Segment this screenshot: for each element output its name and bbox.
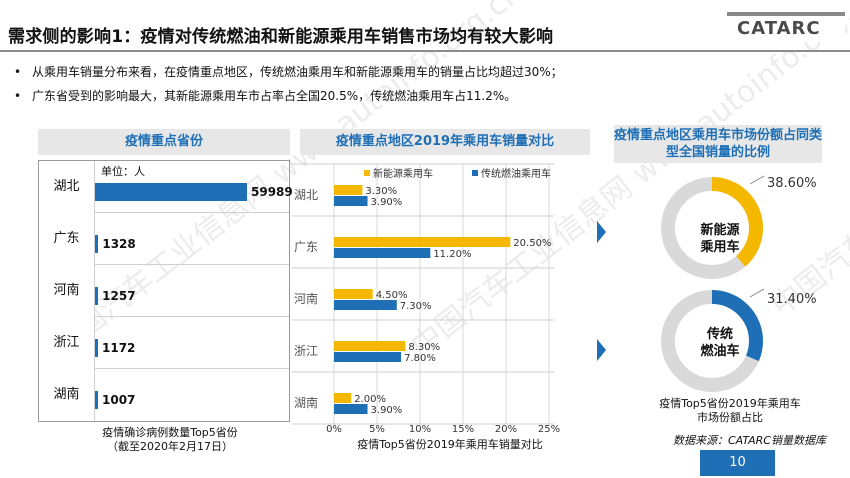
caption-line: 市场份额占比 <box>697 411 763 424</box>
caption-line: （截至2020年2月17日） <box>107 440 233 453</box>
province-label: 河南 <box>39 265 95 317</box>
cases-row: 湖南 1007 <box>39 369 289 421</box>
cases-value-label: 1007 <box>102 393 136 407</box>
bar-fuel <box>334 196 368 206</box>
province-label: 浙江 <box>39 317 95 369</box>
province-label: 湖北 <box>294 187 318 202</box>
cases-value-label: 1172 <box>102 341 136 355</box>
unit-label: 单位：人 <box>101 165 145 178</box>
share-chart-caption: 疫情Top5省份2019年乘用车 市场份额占比 <box>640 397 820 425</box>
market-share-donuts <box>661 175 765 392</box>
arrow-right-icon <box>597 339 606 361</box>
cases-bar <box>95 287 99 305</box>
arrow-right-icon <box>597 221 606 243</box>
donut-label-fuel: 传统 燃油车 <box>690 326 750 360</box>
bar-value-label: 20.50% <box>513 238 551 249</box>
bar-value-label: 3.90% <box>371 197 403 208</box>
cases-chart-caption: 疫情确诊病例数量Top5省份 （截至2020年2月17日） <box>60 426 280 454</box>
cases-value-label: 1328 <box>102 237 136 251</box>
province-label: 广东 <box>294 240 318 254</box>
x-tick-label: 10% <box>409 424 431 435</box>
cases-row: 浙江 1172 <box>39 317 289 369</box>
cases-bar <box>95 391 98 409</box>
bar-fuel <box>334 300 397 310</box>
bar-value-label: 7.30% <box>400 301 432 312</box>
header-sales-comparison: 疫情重点地区2019年乘用车销量对比 <box>300 129 590 155</box>
bullet-mark: • <box>14 65 22 79</box>
cases-bar <box>95 183 247 201</box>
x-tick-label: 25% <box>538 424 560 435</box>
bullet-text: 从乘用车销量分布来看，在疫情重点地区，传统燃油乘用车和新能源乘用车的销量占比均超… <box>32 65 563 79</box>
x-tick-label: 20% <box>495 424 517 435</box>
cases-row: 广东 1328 <box>39 213 289 265</box>
bullet-mark: • <box>14 89 22 103</box>
cases-row: 河南 1257 <box>39 265 289 317</box>
bar-fuel <box>334 248 431 258</box>
bullet-text: 广东省受到的影响最大，其新能源乘用车市占率占全国20.5%，传统燃油乘用车占11… <box>32 89 517 103</box>
x-tick-label: 0% <box>326 424 342 435</box>
cases-row: 湖北 59989 <box>39 161 293 213</box>
cases-value-label: 1257 <box>102 289 136 303</box>
header-market-share: 疫情重点地区乘用车市场份额占同类型全国销量的比例 <box>614 125 822 163</box>
bar-fuel <box>334 404 368 414</box>
cases-bar <box>95 339 98 357</box>
leader-line <box>749 175 765 185</box>
catarc-logo: CATARC <box>727 12 845 42</box>
sales-chart-caption: 疫情Top5省份2019年乘用车销量对比 <box>357 438 543 451</box>
cases-bar <box>95 235 99 253</box>
bar-value-label: 3.30% <box>365 186 397 197</box>
bullet-list: • 从乘用车销量分布来看，在疫情重点地区，传统燃油乘用车和新能源乘用车的销量占比均… <box>14 64 563 112</box>
bar-value-label: 4.50% <box>376 290 408 301</box>
bar-value-label: 8.30% <box>408 342 440 353</box>
bar-new-energy <box>334 341 406 351</box>
title-rule <box>0 50 850 52</box>
data-source: 数据来源：CATARC销量数据库 <box>673 434 826 447</box>
province-label: 广东 <box>39 213 95 265</box>
bar-new-energy <box>334 393 352 403</box>
bar-value-label: 11.20% <box>433 249 471 260</box>
label-line: 新能源 <box>700 223 740 238</box>
leader-line <box>749 288 765 298</box>
bar-new-energy <box>334 237 511 247</box>
legend-swatch <box>364 170 370 176</box>
label-line: 乘用车 <box>700 240 740 255</box>
province-label: 湖南 <box>39 369 95 421</box>
legend-label: 新能源乘用车 <box>373 167 433 180</box>
bullet-item: • 从乘用车销量分布来看，在疫情重点地区，传统燃油乘用车和新能源乘用车的销量占比均… <box>14 64 563 88</box>
page-number: 10 <box>700 450 775 476</box>
bar-new-energy <box>334 289 373 299</box>
donut-slice <box>661 177 763 279</box>
slide-title: 需求侧的影响1：疫情对传统燃油和新能源乘用车销售市场均有较大影响 <box>8 27 554 47</box>
cases-bar-chart: 湖北 59989 广东 1328 河南 1257 浙江 1172 湖南 1007 <box>38 160 293 422</box>
header-key-provinces: 疫情重点省份 <box>38 129 290 155</box>
x-tick-label: 5% <box>369 424 385 435</box>
legend-label: 传统燃油乘用车 <box>481 167 551 180</box>
bar-value-label: 3.90% <box>371 405 403 416</box>
province-label: 湖北 <box>39 161 95 213</box>
donut-value-new-energy: 38.60% <box>767 176 817 191</box>
label-line: 燃油车 <box>700 344 740 359</box>
bar-new-energy <box>334 185 363 195</box>
bullet-item: • 广东省受到的影响最大，其新能源乘用车市占率占全国20.5%，传统燃油乘用车占1… <box>14 88 563 112</box>
province-label: 河南 <box>294 291 318 306</box>
x-tick-label: 15% <box>452 424 474 435</box>
bar-fuel <box>334 352 402 362</box>
donut-value-fuel: 31.40% <box>767 292 817 307</box>
bar-value-label: 2.00% <box>354 394 386 405</box>
donut-slice <box>661 290 763 392</box>
province-label: 湖南 <box>294 395 318 410</box>
province-label: 浙江 <box>294 344 318 358</box>
caption-line: 疫情Top5省份2019年乘用车 <box>659 397 801 410</box>
cases-value-label: 59989 <box>251 185 293 199</box>
legend-swatch <box>472 170 478 176</box>
caption-line: 疫情确诊病例数量Top5省份 <box>102 426 238 439</box>
label-line: 传统 <box>706 327 733 342</box>
bar-value-label: 7.80% <box>404 353 436 364</box>
donut-label-new-energy: 新能源 乘用车 <box>690 222 750 256</box>
